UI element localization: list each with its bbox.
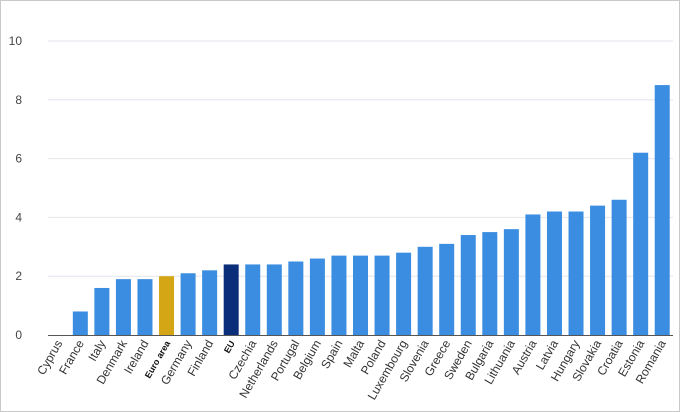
bar bbox=[546, 211, 562, 335]
bars bbox=[72, 85, 670, 335]
bar bbox=[590, 205, 606, 335]
y-axis-tick-labels: 0 2 4 6 8 10 bbox=[9, 34, 23, 342]
y-tick-label: 2 bbox=[15, 269, 22, 283]
bar bbox=[180, 273, 196, 335]
bar bbox=[396, 252, 412, 335]
bar bbox=[460, 235, 476, 335]
bar bbox=[223, 264, 239, 335]
bar bbox=[374, 255, 390, 335]
bar bbox=[115, 279, 131, 335]
bar bbox=[611, 199, 627, 335]
y-tick-label: 8 bbox=[15, 93, 22, 107]
y-tick-label: 4 bbox=[15, 210, 22, 224]
bar bbox=[353, 255, 368, 335]
bar bbox=[654, 85, 670, 335]
bar bbox=[417, 246, 433, 335]
bar bbox=[94, 287, 110, 335]
bar bbox=[525, 214, 541, 335]
bar bbox=[137, 279, 153, 335]
bar bbox=[245, 264, 261, 335]
bar bbox=[288, 261, 304, 335]
y-tick-label: 10 bbox=[9, 34, 23, 48]
x-category-label: Spain bbox=[318, 338, 345, 372]
bar bbox=[331, 255, 347, 335]
bar bbox=[72, 311, 88, 335]
bar bbox=[482, 232, 498, 335]
y-tick-label: 0 bbox=[15, 328, 22, 342]
bar bbox=[633, 152, 649, 335]
bar bbox=[503, 229, 519, 335]
bar bbox=[266, 264, 282, 335]
bar bbox=[159, 276, 175, 335]
x-category-label: EU bbox=[222, 339, 237, 355]
bar bbox=[309, 258, 325, 335]
bar bbox=[439, 243, 455, 335]
bar bbox=[202, 270, 218, 335]
bar bbox=[568, 211, 584, 335]
y-tick-label: 6 bbox=[15, 152, 22, 166]
